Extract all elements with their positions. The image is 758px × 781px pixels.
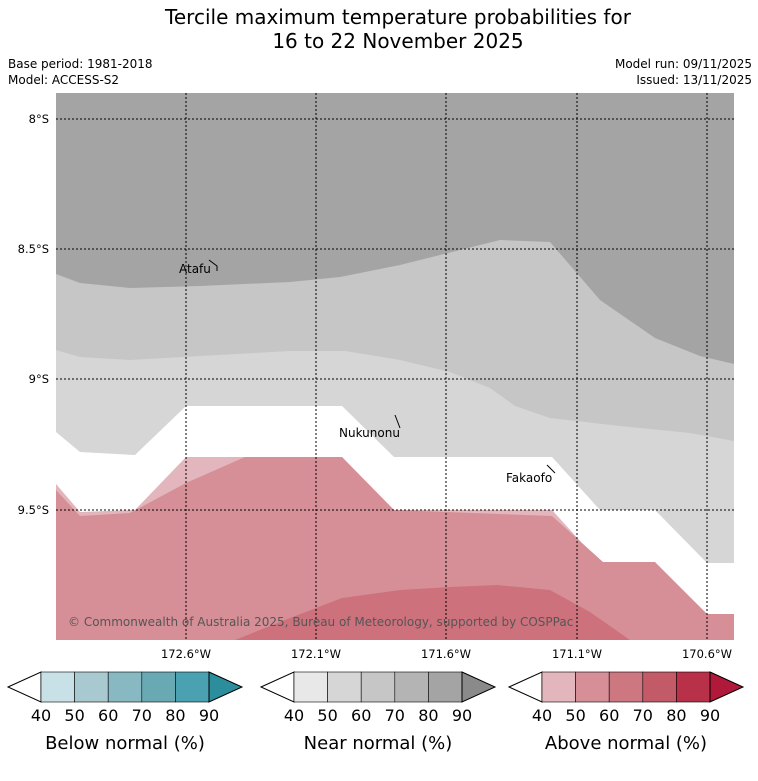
colorbar-right-arrow [461, 671, 497, 703]
place-label-nukunonu: Nukunonu [339, 426, 400, 440]
colorbar-tick-label: 80 [418, 706, 438, 725]
colorbar-title: Below normal (%) [45, 733, 205, 754]
colorbar-tick-label: 60 [98, 706, 118, 725]
lat-label: 8.5°S [18, 242, 49, 256]
colorbar-tick-label: 80 [666, 706, 686, 725]
colorbar-title: Above normal (%) [545, 733, 707, 754]
colorbar-segment [327, 671, 362, 703]
graticule [56, 93, 734, 640]
colorbar-left-arrow [507, 671, 543, 703]
colorbar-segment [360, 671, 396, 703]
colorbar-segment [293, 671, 328, 703]
colorbar-segment [175, 671, 210, 703]
colorbar-tick-label: 60 [599, 706, 619, 725]
colorbar-segment [394, 671, 429, 703]
colorbar-tick-label: 70 [633, 706, 653, 725]
copyright-notice: © Commonwealth of Australia 2025, Bureau… [68, 615, 573, 629]
colorbar-segment [107, 671, 143, 703]
colorbar-tick-label: 90 [700, 706, 720, 725]
issued-date: Issued: 13/11/2025 [636, 73, 752, 87]
model-name: Model: ACCESS-S2 [8, 73, 120, 87]
colorbar-left-arrow [6, 671, 42, 703]
colorbar-tick-label: 50 [317, 706, 337, 725]
colorbar-tick-label: 50 [64, 706, 84, 725]
colorbar-segment [676, 671, 711, 703]
colorbar-segment [141, 671, 176, 703]
lon-label: 170.6°W [682, 647, 732, 661]
colorbar-tick-label: 70 [132, 706, 152, 725]
colorbar-right-arrow [208, 671, 244, 703]
fakaofo-island [546, 464, 556, 474]
lat-label: 8°S [29, 112, 49, 126]
colorbar-tick-label: 90 [452, 706, 472, 725]
colorbar-tick-label: 80 [165, 706, 185, 725]
model-run: Model run: 09/11/2025 [614, 57, 752, 71]
above-normal-60-region [56, 457, 734, 640]
colorbar-title: Near normal (%) [304, 733, 453, 754]
colorbar-tick-label: 40 [31, 706, 51, 725]
colorbar-segment [608, 671, 644, 703]
colorbar-segment [40, 671, 75, 703]
colorbar-tick-label: 70 [385, 706, 405, 725]
legend-colorbars: 40 50 60 70 80 90 Below normal (%) 40 50 60 70 80 90… [6, 671, 745, 754]
lat-label: 9.5°S [18, 503, 49, 517]
colorbar-segment [642, 671, 677, 703]
lon-label: 171.1°W [552, 647, 602, 661]
map-title-line-2: 16 to 22 November 2025 [272, 29, 524, 53]
colorbar-tick-label: 50 [565, 706, 585, 725]
base-period: Base period: 1981-2018 [8, 57, 153, 71]
colorbar-segment [428, 671, 463, 703]
colorbar-tick-label: 40 [284, 706, 304, 725]
colorbar-segment [575, 671, 610, 703]
lon-label: 171.6°W [421, 647, 471, 661]
colorbar-tick-label: 90 [199, 706, 219, 725]
probability-map [56, 93, 734, 640]
colorbar-segment [74, 671, 109, 703]
colorbar-right-arrow [709, 671, 745, 703]
nukunonu-island [394, 414, 401, 429]
atafu-island [208, 259, 218, 271]
above-normal-70-region [235, 585, 630, 640]
place-label-atafu: Atafu [179, 262, 211, 276]
colorbar-tick-label: 60 [351, 706, 371, 725]
colorbar-segment [541, 671, 576, 703]
place-label-fakaofo: Fakaofo [506, 471, 552, 485]
lon-label: 172.6°W [161, 647, 211, 661]
lon-label: 172.1°W [291, 647, 341, 661]
map-title-line-1: Tercile maximum temperature probabilitie… [165, 5, 631, 29]
colorbar-left-arrow [259, 671, 295, 703]
lat-label: 9°S [29, 372, 49, 386]
colorbar-tick-label: 40 [532, 706, 552, 725]
